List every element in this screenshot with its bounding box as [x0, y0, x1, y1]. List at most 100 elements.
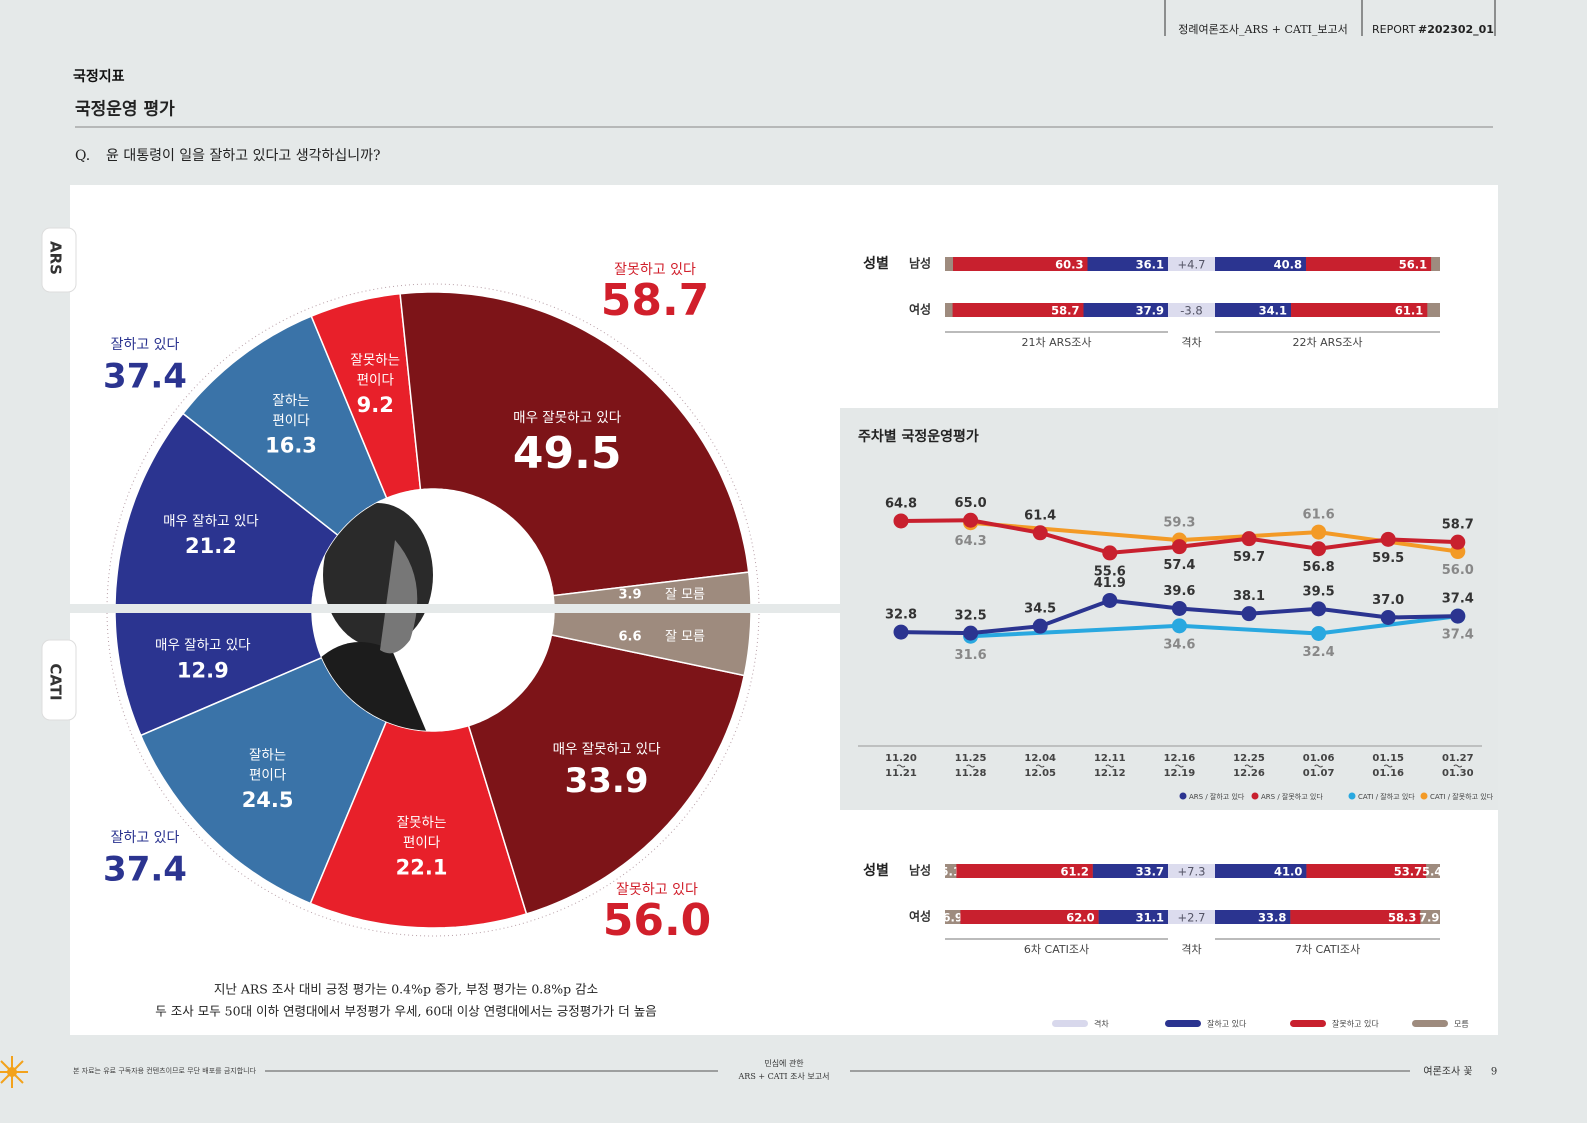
row-label: 남성 [909, 256, 931, 271]
x-tick-label: 01.15 [1372, 753, 1404, 764]
bar-segment [1083, 303, 1168, 317]
bar-segment [1306, 864, 1427, 878]
diff-box [1168, 864, 1215, 878]
tick-tilde [1035, 764, 1045, 768]
legend-label: CATI / 잘하고 있다 [1358, 792, 1415, 801]
bar-segment [1290, 910, 1421, 924]
x-tick-label: 12.04 [1024, 753, 1056, 764]
bar-segment [1215, 910, 1291, 924]
segment-label: 잘 모름 [665, 587, 705, 602]
segment-value: 49.5 [513, 428, 622, 479]
x-tick-label: 12.16 [1164, 753, 1196, 764]
data-label: 31.6 [955, 648, 987, 663]
bar-segment [1098, 910, 1168, 924]
footer-center: ARS + CATI 조사 보고서 [738, 1072, 830, 1081]
segment-label: 매우 잘못하고 있다 [513, 410, 622, 426]
data-label: 65.0 [955, 496, 987, 511]
diff-box [1168, 303, 1215, 317]
bar-segment [956, 864, 1093, 878]
footer-brand: 여론조사 꽃 [1423, 1066, 1472, 1078]
series-marker [1032, 618, 1048, 634]
bar-segment [960, 910, 1099, 924]
tab [41, 227, 77, 293]
report-label: REPORT [1372, 23, 1416, 36]
group-label: 격차 [1181, 336, 1201, 349]
group-label: 22차 ARS조사 [1292, 336, 1362, 349]
footer-center: 민심에 관한 [764, 1058, 804, 1068]
legend-swatch [1165, 1020, 1201, 1027]
data-label: 59.3 [1163, 516, 1195, 531]
tab-label: ARS [47, 241, 65, 275]
segment-label: 잘하는 [272, 393, 309, 409]
group-label: 6차 CATI조사 [1024, 943, 1089, 956]
total-value: 58.7 [601, 275, 710, 326]
page-title: 국정운영 평가 [75, 100, 175, 120]
portrait-face [380, 540, 418, 654]
bar-segment [1291, 303, 1428, 317]
x-tick-label: 01.30 [1442, 768, 1474, 779]
legend-label: 격차 [1094, 1019, 1109, 1029]
series-marker [1311, 524, 1327, 540]
data-label: 64.3 [955, 534, 987, 549]
row-label: 여성 [909, 909, 931, 924]
group-label: 21차 ARS조사 [1021, 336, 1091, 349]
segment-value: 6.6 [618, 629, 641, 644]
bar-value: 33.7 [1136, 865, 1164, 879]
series-marker [1171, 539, 1187, 555]
data-label: 37.4 [1442, 628, 1474, 643]
segment-value: 33.9 [565, 761, 649, 801]
tick-tilde [1105, 764, 1115, 768]
series-marker [1311, 541, 1327, 557]
legend-label: CATI / 잘못하고 있다 [1430, 792, 1494, 801]
data-label: 64.8 [885, 496, 917, 511]
data-label: 41.9 [1094, 576, 1126, 591]
group-label: 7차 CATI조사 [1295, 943, 1360, 956]
x-tick-label: 11.25 [955, 753, 987, 764]
segment-label: 잘 모름 [665, 629, 705, 644]
legend-label: 모름 [1454, 1020, 1469, 1029]
data-label: 34.5 [1024, 602, 1056, 617]
segment-label: 편이다 [249, 767, 287, 783]
data-label: 39.5 [1303, 584, 1335, 599]
total-label: 잘못하고 있다 [614, 262, 696, 278]
series-marker [1311, 625, 1327, 641]
tick-tilde [966, 764, 975, 768]
segment-label: 잘못하는 [350, 353, 400, 369]
data-label: 38.1 [1233, 589, 1265, 604]
note: 지난 ARS 조사 대비 긍정 평가는 0.4%p 증가, 부정 평가는 0.8… [214, 982, 598, 997]
legend-marker [1348, 792, 1356, 800]
note: 두 조사 모두 50대 이하 연령대에서 부정평가 우세, 60대 이상 연령대… [155, 1004, 656, 1019]
group-label: 격차 [1181, 943, 1201, 956]
bar-value: 40.8 [1274, 258, 1302, 272]
tab [41, 639, 77, 721]
bar-value: 5.1 [940, 865, 960, 879]
legend-label: ARS / 잘못하고 있다 [1261, 792, 1323, 801]
x-tick-label: 12.11 [1094, 753, 1126, 764]
bar-value: 6.9 [943, 911, 963, 925]
series-marker [893, 624, 909, 640]
segment-value: 9.2 [357, 393, 394, 417]
x-tick-label: 12.26 [1233, 768, 1265, 779]
total-value: 56.0 [603, 895, 712, 946]
segment-label: 편이다 [272, 413, 310, 429]
series-marker [1102, 545, 1118, 561]
footer-icon [0, 1056, 28, 1088]
bar-value: 62.0 [1066, 911, 1094, 925]
bar-value: 33.8 [1258, 911, 1286, 925]
series-marker [1032, 525, 1048, 541]
data-label: 56.8 [1303, 560, 1335, 575]
bar-segment [1215, 303, 1292, 317]
total-label: 잘하고 있다 [111, 830, 180, 846]
bar-value: 34.1 [1259, 304, 1287, 318]
bar-value: 60.3 [1055, 258, 1083, 272]
series-marker [1450, 608, 1466, 624]
data-label: 32.8 [885, 608, 917, 623]
series-marker [1241, 531, 1257, 547]
total-label: 잘하고 있다 [111, 337, 180, 353]
legend-swatch [1412, 1020, 1448, 1027]
legend-label: ARS / 잘하고 있다 [1189, 792, 1245, 801]
x-tick-label: 12.19 [1164, 768, 1196, 779]
tick-tilde [1453, 764, 1463, 768]
